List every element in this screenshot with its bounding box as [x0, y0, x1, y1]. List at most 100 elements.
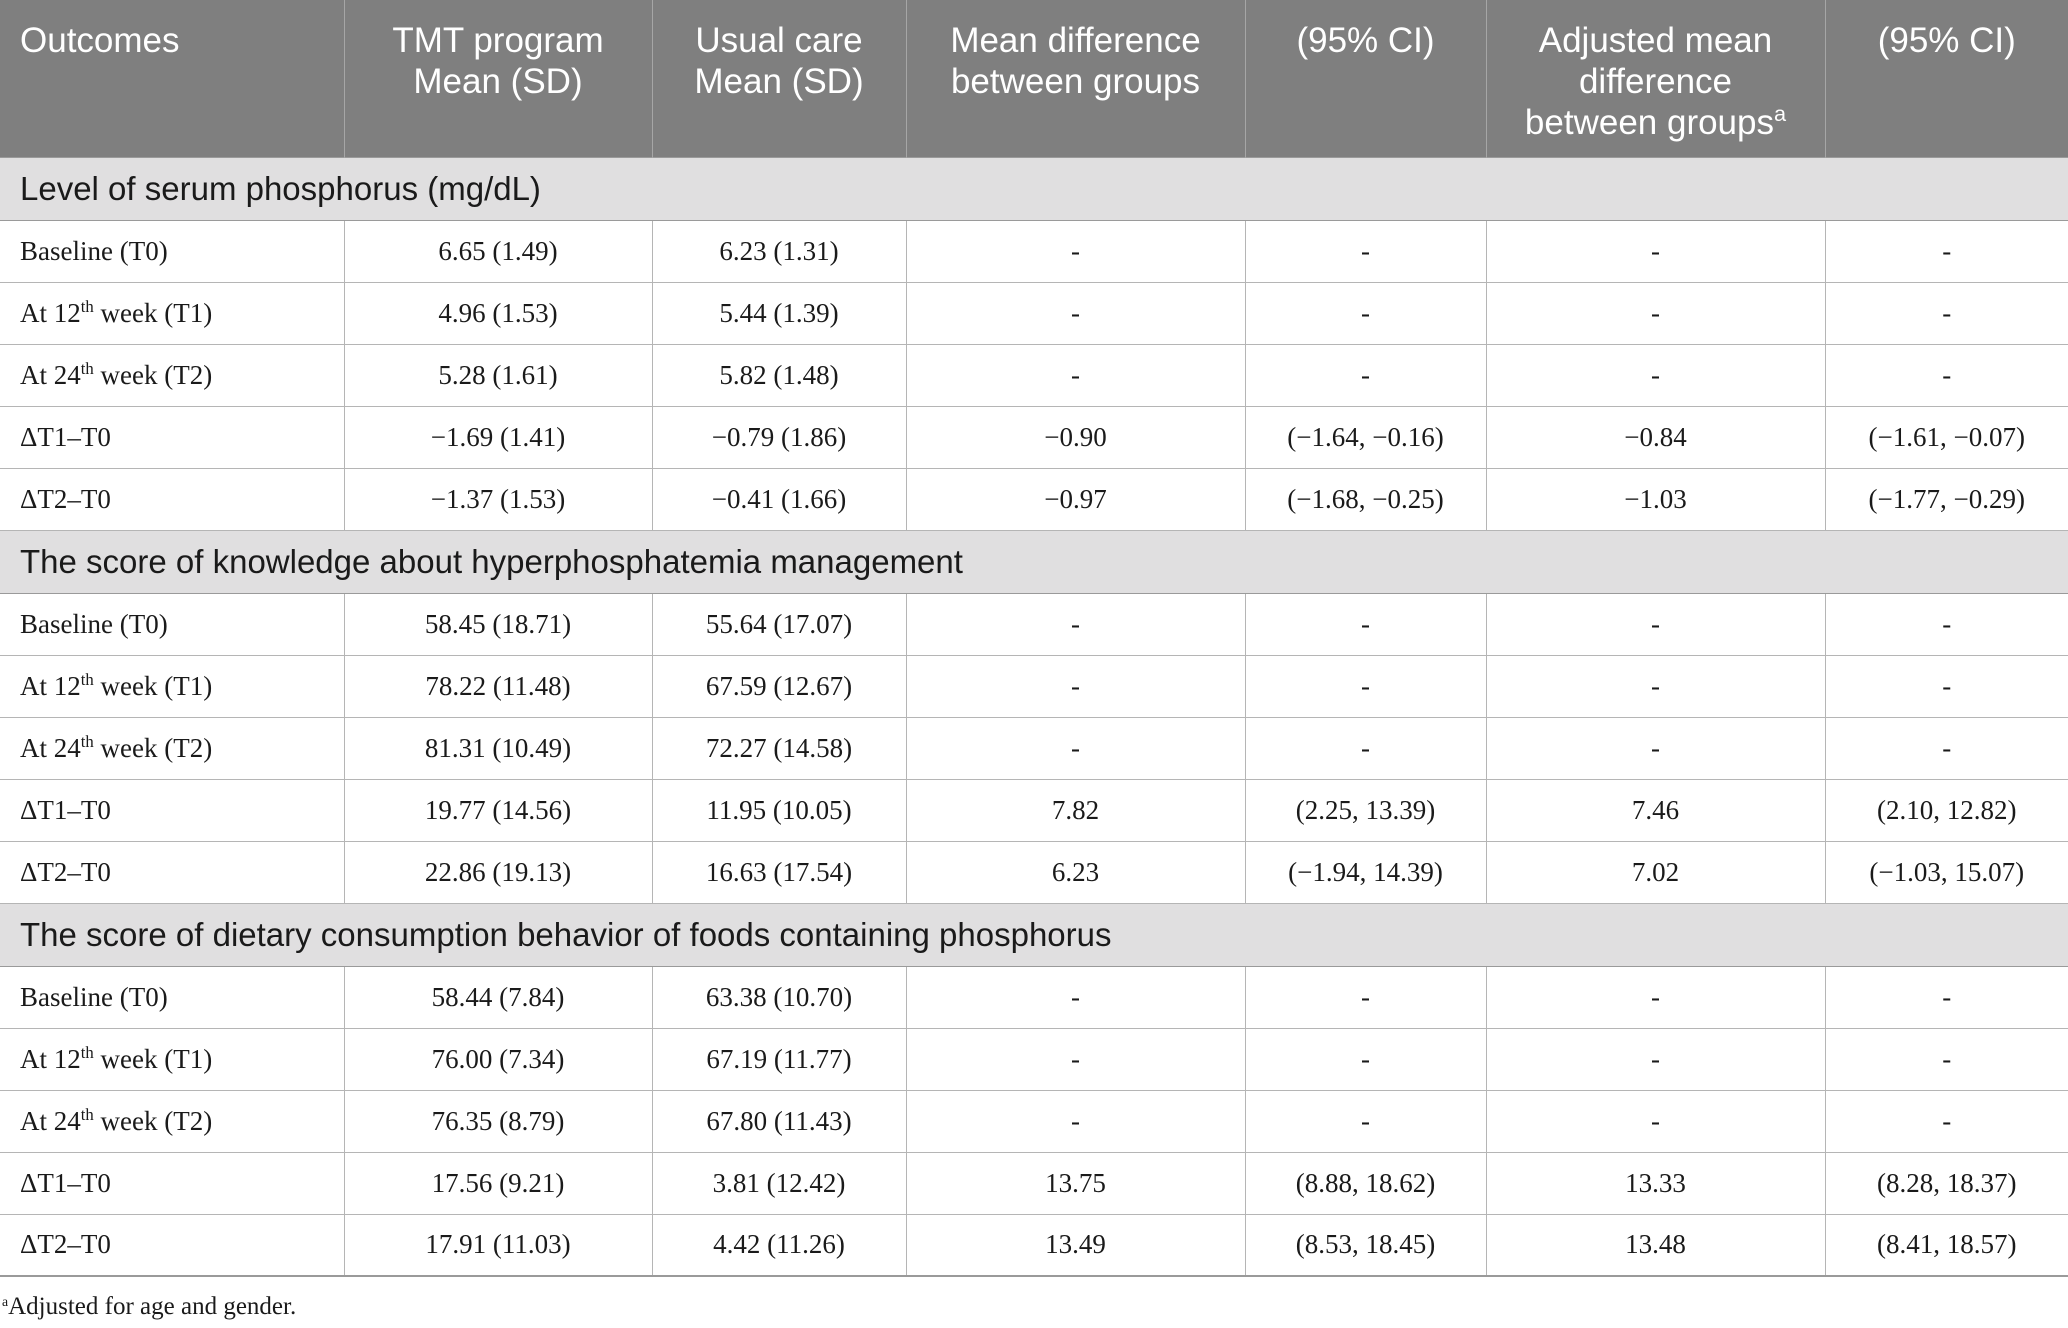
table-cell: −1.37 (1.53)	[343, 467, 653, 531]
table-cell: (−1.94, 14.39)	[1244, 840, 1487, 904]
table-cell: 7.02	[1485, 840, 1826, 904]
section-title: The score of knowledge about hyperphosph…	[0, 529, 2068, 594]
table-cell: -	[905, 654, 1246, 718]
footnote-marker: a	[1774, 100, 1787, 126]
section-header-row: The score of dietary consumption behavio…	[0, 902, 2068, 967]
table-row: Baseline (T0) 58.44 (7.84) 63.38 (10.70) - -…	[0, 965, 2068, 1029]
table-cell: 5.82 (1.48)	[651, 343, 907, 407]
table-row: At 24th week (T2) 5.28 (1.61) 5.82 (1.48) -…	[0, 343, 2068, 407]
table-cell: -	[905, 965, 1246, 1029]
table-cell: (8.88, 18.62)	[1244, 1151, 1487, 1215]
table-row: ΔT1–T0 17.56 (9.21) 3.81 (12.42) 13.75 (8.88…	[0, 1151, 2068, 1215]
table-cell: (−1.61, −0.07)	[1824, 405, 2068, 469]
table-row: ΔT2–T0 17.91 (11.03) 4.42 (11.26) 13.49 (8.5…	[0, 1213, 2068, 1277]
row-label: At 12th week (T1)	[0, 654, 345, 718]
table-row: Baseline (T0) 58.45 (18.71) 55.64 (17.07) -…	[0, 592, 2068, 656]
table-cell: (−1.64, −0.16)	[1244, 405, 1487, 469]
table-cell: -	[1824, 343, 2068, 407]
table-cell: -	[1244, 965, 1487, 1029]
table-cell: -	[1485, 654, 1826, 718]
table-cell: −0.97	[905, 467, 1246, 531]
table-cell: (2.10, 12.82)	[1824, 778, 2068, 842]
table-cell: 7.46	[1485, 778, 1826, 842]
table-cell: −1.03	[1485, 467, 1826, 531]
header-tmt-program: TMT program Mean (SD)	[343, 0, 653, 157]
table-cell: 58.44 (7.84)	[343, 965, 653, 1029]
table-cell: -	[1824, 654, 2068, 718]
table-cell: 13.49	[905, 1213, 1246, 1277]
row-label: ΔT1–T0	[0, 405, 345, 469]
table-cell: 13.33	[1485, 1151, 1826, 1215]
row-label: At 24th week (T2)	[0, 716, 345, 780]
row-label: ΔT2–T0	[0, 467, 345, 531]
row-label: At 24th week (T2)	[0, 1089, 345, 1153]
table-cell: (8.28, 18.37)	[1824, 1151, 2068, 1215]
table-cell: (8.41, 18.57)	[1824, 1213, 2068, 1277]
row-label: Baseline (T0)	[0, 965, 345, 1029]
table-cell: -	[1485, 592, 1826, 656]
table-cell: -	[905, 1027, 1246, 1091]
table-row: At 12th week (T1) 4.96 (1.53) 5.44 (1.39) -…	[0, 281, 2068, 345]
header-mean-difference: Mean difference between groups	[905, 0, 1246, 157]
table-row: At 12th week (T1) 76.00 (7.34) 67.19 (11.7…	[0, 1027, 2068, 1091]
header-adjusted-ci: (95% CI)	[1824, 0, 2068, 157]
table-cell: 4.96 (1.53)	[343, 281, 653, 345]
table-cell: 4.42 (11.26)	[651, 1213, 907, 1277]
table-cell: 11.95 (10.05)	[651, 778, 907, 842]
table-cell: -	[1824, 219, 2068, 283]
section-title: Level of serum phosphorus (mg/dL)	[0, 156, 2068, 221]
header-ci: (95% CI)	[1244, 0, 1487, 157]
table-cell: 81.31 (10.49)	[343, 716, 653, 780]
table-cell: (−1.03, 15.07)	[1824, 840, 2068, 904]
header-outcomes: Outcomes	[0, 0, 345, 157]
table-cell: (2.25, 13.39)	[1244, 778, 1487, 842]
table-cell: −0.41 (1.66)	[651, 467, 907, 531]
table-cell: -	[905, 281, 1246, 345]
table-cell: (8.53, 18.45)	[1244, 1213, 1487, 1277]
table-cell: −0.84	[1485, 405, 1826, 469]
table-cell: -	[1485, 219, 1826, 283]
table-cell: 67.59 (12.67)	[651, 654, 907, 718]
table-cell: -	[1244, 343, 1487, 407]
table-cell: 16.63 (17.54)	[651, 840, 907, 904]
table-cell: -	[905, 343, 1246, 407]
table-row: At 24th week (T2) 81.31 (10.49) 72.27 (14.…	[0, 716, 2068, 780]
table-row: ΔT1–T0 19.77 (14.56) 11.95 (10.05) 7.82 (2.2…	[0, 778, 2068, 842]
table-cell: −1.69 (1.41)	[343, 405, 653, 469]
table-cell: 3.81 (12.42)	[651, 1151, 907, 1215]
row-label: ΔT1–T0	[0, 778, 345, 842]
table-cell: 22.86 (19.13)	[343, 840, 653, 904]
table-cell: 76.35 (8.79)	[343, 1089, 653, 1153]
row-label: ΔT1–T0	[0, 1151, 345, 1215]
table-cell: (−1.68, −0.25)	[1244, 467, 1487, 531]
table-cell: 78.22 (11.48)	[343, 654, 653, 718]
footnote-text: Adjusted for age and gender.	[8, 1293, 297, 1320]
section-header-row: The score of knowledge about hyperphosph…	[0, 529, 2068, 594]
table-cell: -	[1244, 281, 1487, 345]
table-row: At 12th week (T1) 78.22 (11.48) 67.59 (12.…	[0, 654, 2068, 718]
row-label: At 24th week (T2)	[0, 343, 345, 407]
table-cell: 55.64 (17.07)	[651, 592, 907, 656]
row-label: At 12th week (T1)	[0, 1027, 345, 1091]
table-cell: 63.38 (10.70)	[651, 965, 907, 1029]
table-cell: 5.44 (1.39)	[651, 281, 907, 345]
table-cell: -	[1244, 716, 1487, 780]
table-cell: -	[1824, 965, 2068, 1029]
table-row: ΔT1–T0 −1.69 (1.41) −0.79 (1.86) −0.90 (−1.6…	[0, 405, 2068, 469]
row-label: ΔT2–T0	[0, 840, 345, 904]
table-cell: -	[1485, 1027, 1826, 1091]
row-label: At 12th week (T1)	[0, 281, 345, 345]
table-cell: -	[905, 1089, 1246, 1153]
table-cell: 13.48	[1485, 1213, 1826, 1277]
table-cell: 6.23 (1.31)	[651, 219, 907, 283]
row-label: Baseline (T0)	[0, 592, 345, 656]
header-usual-care: Usual care Mean (SD)	[651, 0, 907, 157]
table-cell: -	[905, 219, 1246, 283]
table-cell: 5.28 (1.61)	[343, 343, 653, 407]
header-adjusted-mean-difference: Adjusted mean difference between groupsa	[1485, 0, 1826, 157]
table-cell: -	[1485, 343, 1826, 407]
table-cell: -	[905, 716, 1246, 780]
table-cell: 7.82	[905, 778, 1246, 842]
table-cell: -	[1485, 1089, 1826, 1153]
table-cell: -	[1244, 1089, 1487, 1153]
